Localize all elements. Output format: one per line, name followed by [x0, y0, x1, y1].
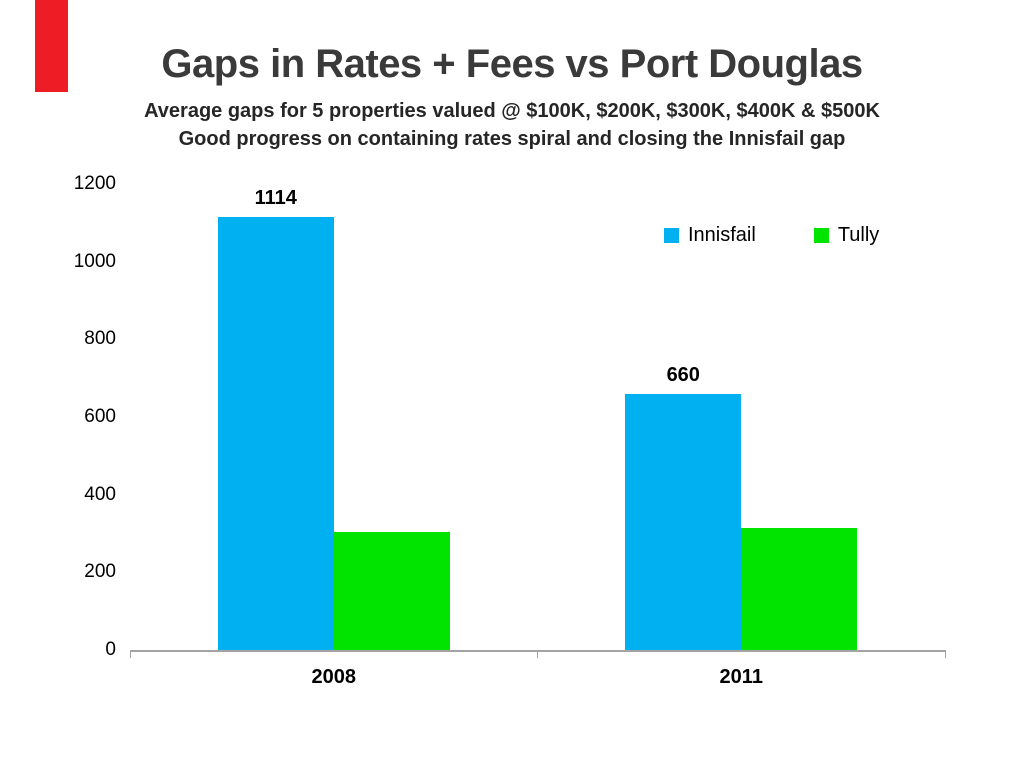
bar-value-label: 660	[666, 363, 700, 386]
legend-item-innisfail: Innisfail	[664, 224, 756, 247]
x-axis-category-label: 2008	[311, 666, 357, 688]
x-axis-tick-mark	[537, 650, 538, 658]
y-axis-tick-label: 1000	[73, 250, 116, 272]
chart-legend: Innisfail Tully	[664, 224, 879, 247]
legend-label-innisfail: Innisfail	[688, 224, 756, 246]
x-axis-tick-mark	[944, 650, 946, 658]
chart-title: Gaps in Rates + Fees vs Port Douglas	[161, 42, 863, 86]
y-axis-tick-label: 600	[84, 406, 116, 427]
legend-label-tully: Tully	[837, 224, 880, 246]
y-axis-tick-label: 800	[84, 328, 116, 350]
legend-swatch-innisfail	[664, 228, 679, 243]
slide-accent-bar	[35, 0, 68, 92]
x-axis-tick-mark	[129, 650, 131, 658]
legend-swatch-tully	[813, 228, 829, 243]
x-axis-category-label: 2011	[719, 666, 763, 688]
plot-area: Innisfail Tully 0 200 400 600 800 1000 1200 2008…	[74, 173, 946, 688]
bar-innisfail-2011	[625, 393, 742, 650]
bar-tully-2008	[333, 531, 450, 650]
y-axis-tick-label: 400	[84, 483, 116, 505]
legend-item-tully: Tully	[813, 224, 880, 247]
y-axis-tick-label: 200	[84, 561, 116, 583]
chart-subtitle-line1: Average gaps for 5 properties valued @ $…	[144, 100, 880, 122]
chart-subtitle-line2: Good progress on containing rates spiral…	[178, 128, 846, 150]
bar-value-label: 1114	[254, 187, 297, 210]
y-axis-tick-label: 0	[105, 639, 116, 660]
bar-tully-2011	[741, 527, 858, 650]
bar-innisfail-2008	[217, 217, 334, 650]
y-axis-tick-label: 1200	[73, 173, 116, 194]
